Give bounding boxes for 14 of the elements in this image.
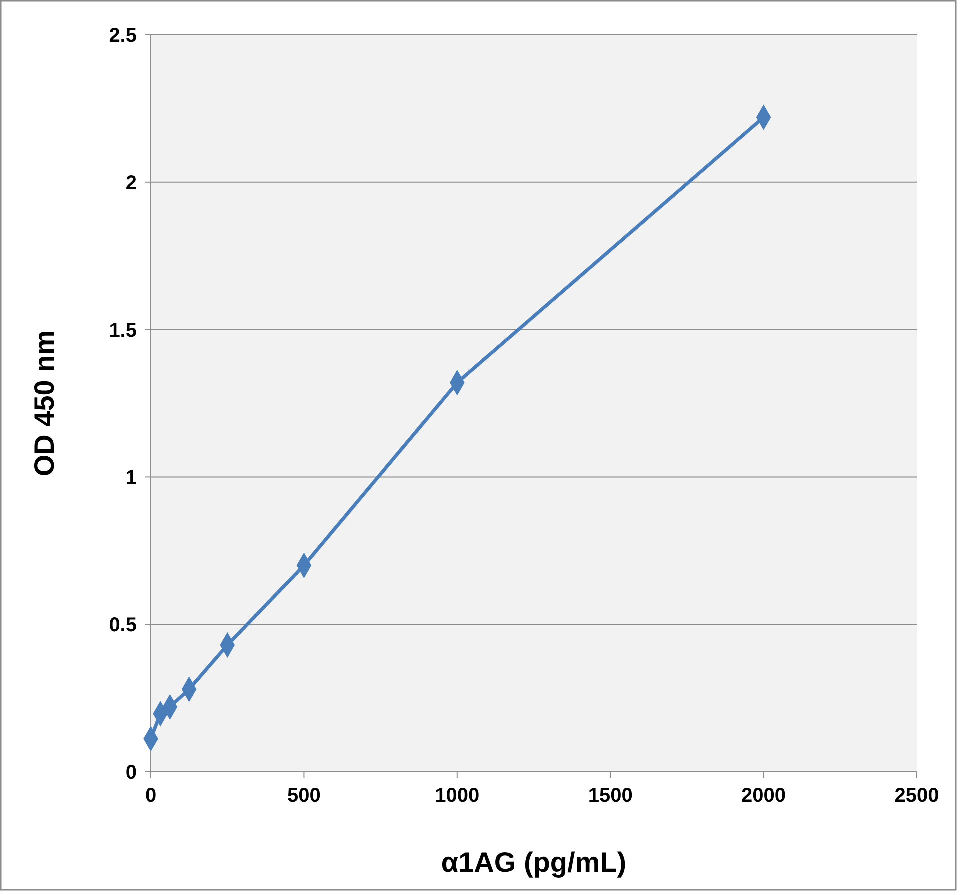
- y-tick-label: 0: [126, 762, 137, 784]
- x-tick-label: 500: [288, 785, 321, 807]
- y-tick-label: 2: [126, 172, 137, 194]
- x-tick-label: 0: [145, 785, 157, 807]
- y-tick-label: 0.5: [109, 614, 137, 637]
- y-tick-label: 2.5: [109, 25, 137, 47]
- x-axis-title: α1AG (pg/mL): [441, 847, 627, 878]
- x-tick-label: 1000: [435, 785, 480, 807]
- x-tick-label: 2000: [742, 785, 786, 807]
- y-axis-title: OD 450 nm: [29, 330, 60, 477]
- x-tick-label: 1500: [588, 785, 633, 807]
- y-tick-label: 1.5: [109, 320, 137, 342]
- x-tick-label: 2500: [894, 785, 940, 807]
- y-tick-label: 1: [126, 467, 137, 490]
